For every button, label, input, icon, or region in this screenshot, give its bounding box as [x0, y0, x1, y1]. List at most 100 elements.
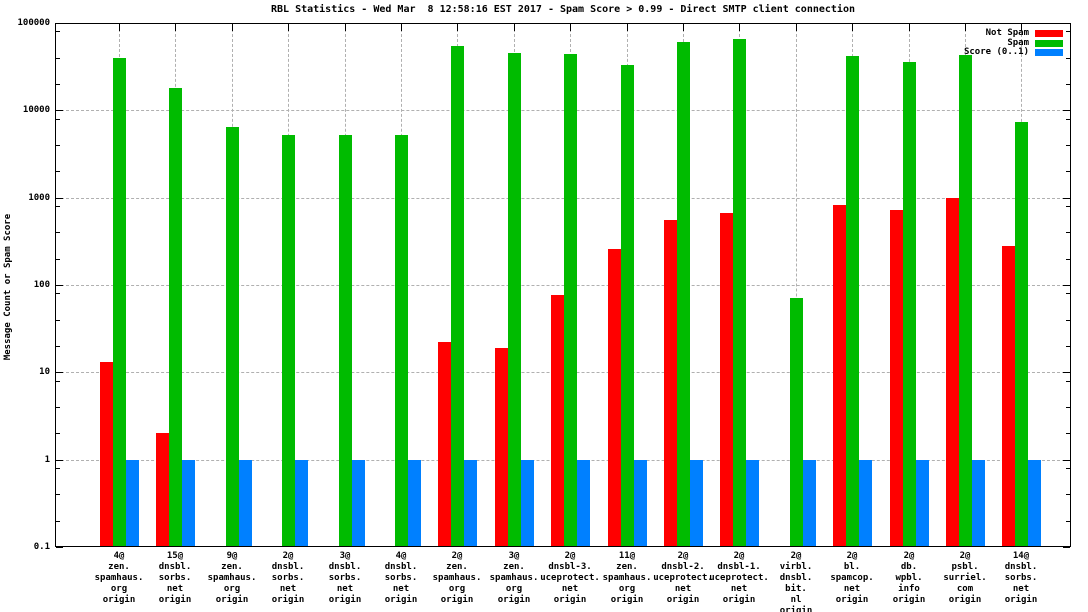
spam-bar — [903, 61, 916, 546]
y-minor-tick — [1066, 258, 1070, 260]
score-bar — [859, 459, 872, 546]
spam-bar — [395, 135, 408, 546]
not-spam-bar — [495, 347, 508, 546]
legend-entry-spam: Spam — [964, 38, 1063, 49]
y-minor-tick — [56, 57, 60, 59]
score-bar — [577, 459, 590, 546]
spam-bar — [451, 46, 464, 546]
x-category-label: 2@ zen. spamhaus. org origin — [432, 551, 482, 605]
score-bar — [182, 459, 195, 546]
y-minor-tick — [56, 433, 60, 435]
y-tick-label: 1000 — [28, 192, 50, 203]
spam-bar — [508, 53, 521, 546]
not-spam-bar — [720, 213, 733, 546]
not-spam-bar — [946, 197, 959, 546]
x-tick — [457, 24, 458, 31]
y-tick — [1063, 372, 1070, 374]
y-minor-tick — [1066, 346, 1070, 348]
y-tick — [56, 547, 63, 548]
legend-swatch-not-spam — [1035, 30, 1063, 38]
x-category-label: 2@ dnsbl-3. uceprotect. net origin — [540, 551, 600, 605]
score-bar — [521, 459, 534, 546]
y-minor-tick — [1066, 433, 1070, 435]
spam-bar — [846, 55, 859, 546]
y-minor-tick — [1066, 520, 1070, 522]
y-minor-tick — [1066, 171, 1070, 173]
y-minor-tick — [56, 31, 60, 33]
x-category-label: 11@ zen. spamhaus. org origin — [602, 551, 652, 605]
y-minor-tick — [1066, 145, 1070, 147]
spam-bar — [339, 135, 352, 546]
not-spam-bar — [833, 205, 846, 546]
spam-bar — [677, 42, 690, 546]
y-minor-tick — [56, 118, 60, 120]
score-bar — [408, 459, 421, 546]
y-gridline — [56, 110, 1070, 112]
score-bar — [634, 459, 647, 546]
x-category-label: 2@ dnsbl. sorbs. net origin — [271, 551, 305, 605]
score-bar — [746, 459, 759, 546]
x-category-label: 3@ zen. spamhaus. org origin — [489, 551, 539, 605]
y-minor-tick — [1066, 57, 1070, 59]
x-tick — [401, 24, 402, 31]
y-tick-label: 1 — [44, 454, 50, 465]
not-spam-bar — [664, 219, 677, 546]
score-bar — [972, 459, 985, 546]
y-tick-label: 10 — [39, 367, 50, 378]
y-minor-tick — [56, 145, 60, 147]
spam-bar — [282, 135, 295, 546]
x-category-label: 4@ dnsbl. sorbs. net origin — [384, 551, 418, 605]
y-minor-tick — [56, 258, 60, 260]
y-minor-tick — [56, 293, 60, 295]
x-tick — [175, 24, 176, 31]
y-minor-tick — [56, 319, 60, 321]
x-tick — [119, 24, 120, 31]
y-tick — [56, 110, 63, 112]
score-bar — [126, 459, 139, 546]
score-bar — [916, 459, 929, 546]
score-bar — [464, 459, 477, 546]
y-tick — [56, 285, 63, 286]
not-spam-bar — [608, 248, 621, 546]
y-minor-tick — [56, 346, 60, 348]
y-tick — [1063, 23, 1070, 24]
x-tick — [739, 24, 740, 31]
x-category-label: 2@ psbl. surriel. com origin — [943, 551, 987, 605]
not-spam-bar — [551, 294, 564, 546]
not-spam-bar — [438, 342, 451, 546]
y-minor-tick — [56, 380, 60, 382]
y-minor-tick — [1066, 319, 1070, 321]
y-tick — [1063, 110, 1070, 112]
y-minor-tick — [1066, 494, 1070, 496]
y-minor-tick — [56, 520, 60, 522]
not-spam-bar — [100, 362, 113, 546]
x-tick — [288, 24, 289, 31]
y-minor-tick — [1066, 293, 1070, 295]
x-tick — [345, 24, 346, 31]
spam-bar — [564, 54, 577, 546]
x-tick — [909, 24, 910, 31]
not-spam-bar — [890, 210, 903, 546]
x-tick — [965, 24, 966, 31]
x-tick — [232, 24, 233, 31]
x-category-label: 2@ bl. spamcop. net origin — [830, 551, 874, 605]
spam-bar — [621, 65, 634, 546]
legend-entry-not-spam: Not Spam — [964, 28, 1063, 39]
y-tick-label: 100 — [33, 280, 50, 290]
y-minor-tick — [1066, 118, 1070, 120]
y-minor-tick — [56, 232, 60, 234]
spam-bar — [1015, 121, 1028, 546]
score-bar — [352, 459, 365, 546]
legend-label-not-spam: Not Spam — [985, 28, 1029, 38]
legend-swatch-score — [1035, 49, 1063, 57]
y-gridline — [56, 197, 1070, 199]
y-minor-tick — [1066, 380, 1070, 382]
x-tick — [852, 24, 853, 31]
x-tick — [514, 24, 515, 31]
spam-bar — [959, 55, 972, 546]
legend-swatch-spam — [1035, 39, 1063, 47]
y-tick — [56, 459, 63, 461]
x-category-label: 3@ dnsbl. sorbs. net origin — [328, 551, 362, 605]
spam-bar — [733, 39, 746, 546]
